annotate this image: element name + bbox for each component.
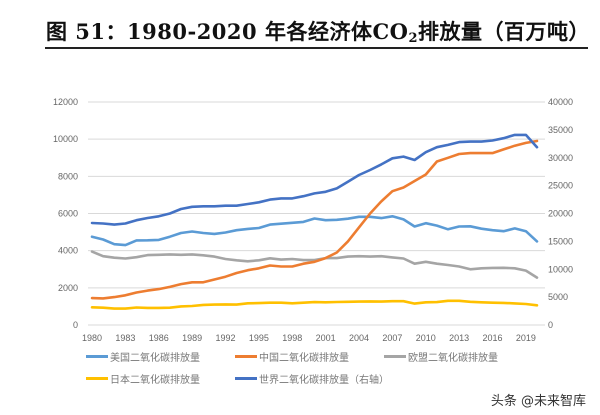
y-right-tick-label: 15000 bbox=[548, 236, 573, 246]
legend-item-eu: 欧盟二氧化碳排放量 bbox=[384, 349, 498, 364]
y-left-tick-label: 2000 bbox=[58, 283, 78, 293]
series-line-2 bbox=[90, 250, 539, 279]
legend-label: 日本二氧化碳排放量 bbox=[110, 375, 200, 386]
watermark: 头条 @未来智库 bbox=[490, 394, 586, 409]
series-line-3 bbox=[90, 299, 539, 310]
x-tick-label: 2013 bbox=[449, 333, 469, 343]
legend-label: 美国二氧化碳排放量 bbox=[110, 353, 200, 364]
legend-label: 欧盟二氧化碳排放量 bbox=[408, 353, 498, 364]
series-line-1 bbox=[90, 139, 539, 300]
y-left-tick-label: 12000 bbox=[53, 97, 78, 107]
title-text: 图 51：1980-2020 年各经济体CO bbox=[46, 19, 409, 44]
y-left-tick-label: 10000 bbox=[53, 134, 78, 144]
title-subscript: 2 bbox=[408, 31, 419, 46]
legend-item-us: 美国二氧化碳排放量 bbox=[86, 349, 200, 364]
legend-swatch bbox=[235, 355, 257, 358]
y-right-tick-label: 20000 bbox=[548, 209, 573, 219]
legend-item-world: 世界二氧化碳排放量（右轴） bbox=[235, 371, 389, 386]
x-tick-label: 2001 bbox=[316, 333, 336, 343]
x-tick-label: 1980 bbox=[82, 333, 102, 343]
legend-swatch bbox=[86, 377, 108, 380]
x-tick-label: 1986 bbox=[149, 333, 169, 343]
legend-swatch bbox=[86, 355, 108, 358]
y-left-tick-label: 6000 bbox=[58, 209, 78, 219]
series-line-4 bbox=[90, 133, 539, 226]
y-right-tick-label: 35000 bbox=[548, 125, 573, 135]
series-line-0 bbox=[90, 215, 539, 247]
legend-item-japan: 日本二氧化碳排放量 bbox=[86, 371, 200, 386]
x-tick-label: 1983 bbox=[115, 333, 135, 343]
legend-swatch bbox=[235, 377, 257, 380]
legend-label: 中国二氧化碳排放量 bbox=[259, 353, 349, 364]
y-right-tick-label: 40000 bbox=[548, 97, 573, 107]
y-right-tick-label: 0 bbox=[548, 320, 553, 330]
x-tick-label: 1989 bbox=[182, 333, 202, 343]
legend-swatch bbox=[384, 355, 406, 358]
y-left-tick-label: 4000 bbox=[58, 246, 78, 256]
y-left-tick-label: 8000 bbox=[58, 171, 78, 181]
x-tick-label: 2016 bbox=[482, 333, 502, 343]
y-right-tick-label: 5000 bbox=[548, 292, 568, 302]
x-tick-label: 2019 bbox=[516, 333, 536, 343]
y-right-tick-label: 25000 bbox=[548, 181, 573, 191]
x-tick-label: 1995 bbox=[249, 333, 269, 343]
title-text-suffix: 排放量（百万吨） bbox=[418, 19, 591, 44]
legend-label: 世界二氧化碳排放量（右轴） bbox=[259, 375, 389, 386]
y-right-tick-label: 30000 bbox=[548, 153, 573, 163]
title-divider bbox=[45, 47, 588, 49]
legend-item-china: 中国二氧化碳排放量 bbox=[235, 349, 349, 364]
y-left-tick-label: 0 bbox=[73, 320, 78, 330]
x-tick-label: 1992 bbox=[215, 333, 235, 343]
x-tick-label: 2004 bbox=[349, 333, 369, 343]
y-right-tick-label: 10000 bbox=[548, 264, 573, 274]
x-tick-label: 2007 bbox=[382, 333, 402, 343]
chart-title: 图 51：1980-2020 年各经济体CO2排放量（百万吨） bbox=[46, 16, 590, 46]
x-tick-label: 2010 bbox=[416, 333, 436, 343]
x-tick-label: 1998 bbox=[282, 333, 302, 343]
